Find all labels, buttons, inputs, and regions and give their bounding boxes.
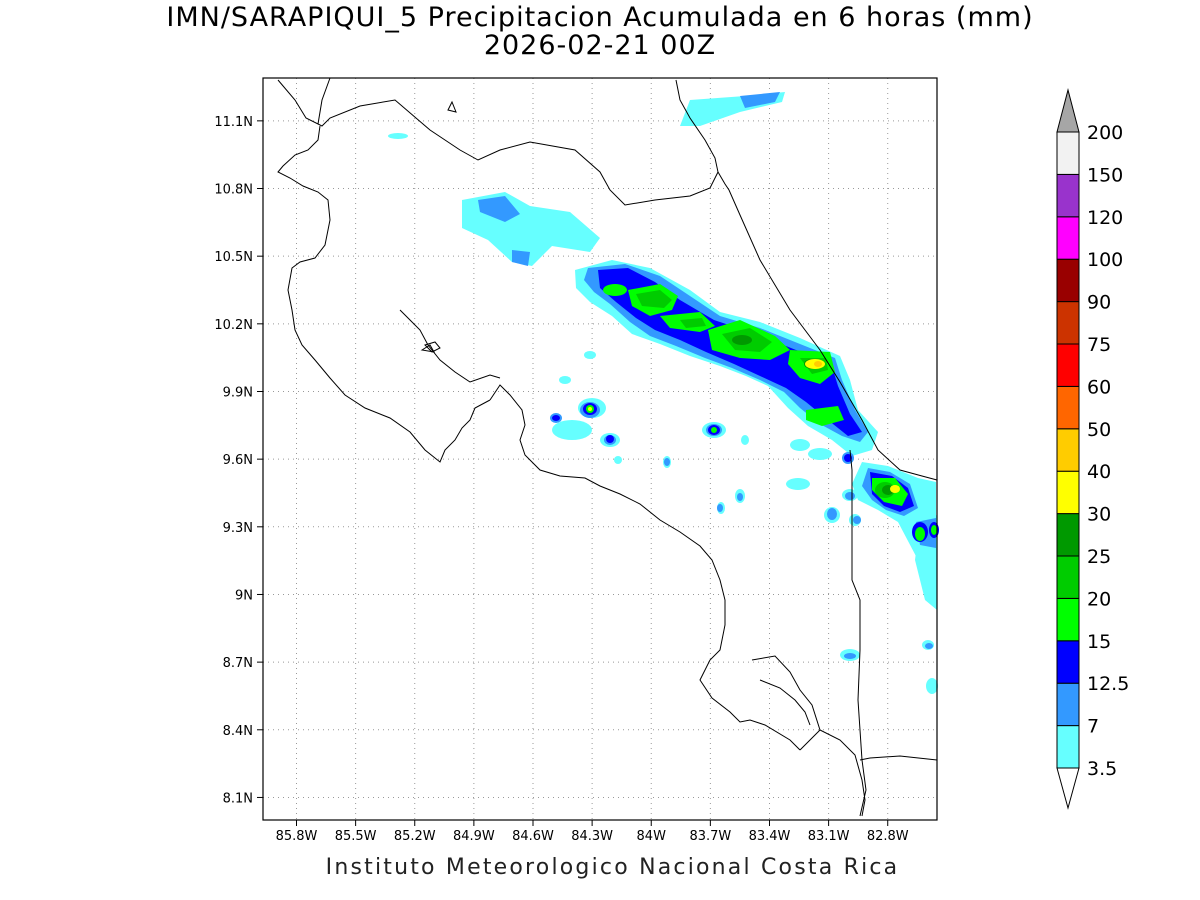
x-tick-label: 84W: [637, 829, 667, 844]
x-tick-label: 84.6W: [512, 829, 554, 844]
x-tick-label: 83.4W: [749, 829, 791, 844]
colorbar-label: 200: [1087, 122, 1123, 144]
colorbar-box: [1056, 470, 1080, 515]
colorbar-box: [1056, 343, 1080, 387]
y-tick-label: 10.2N: [214, 318, 253, 333]
colorbar-lower-triangle: [1056, 767, 1080, 810]
colorbar-label: 100: [1087, 249, 1123, 271]
precipitation-field: [388, 92, 939, 694]
colorbar-label: 20: [1087, 588, 1111, 610]
colorbar-box: [1056, 301, 1080, 345]
colorbar-box: [1056, 640, 1080, 684]
map-panel: 85.8W 85.5W 85.2W 84.9W 84.6W 84.3W 84W 83.7W 83…: [214, 77, 939, 844]
colorbar-label: 75: [1087, 334, 1111, 356]
colorbar-box: [1056, 385, 1080, 430]
colorbar-label: 150: [1087, 164, 1123, 186]
y-tick-label: 9.3N: [223, 521, 253, 536]
colorbar-box: [1056, 131, 1080, 175]
colorbar-label: 120: [1087, 207, 1123, 229]
x-tick-label: 83.1W: [808, 829, 850, 844]
colorbar-box: [1056, 513, 1080, 557]
colorbar-label: 30: [1087, 504, 1111, 526]
coastline-and-borders: [277, 77, 938, 817]
colorbar-label: 7: [1087, 716, 1099, 738]
colorbar-box: [1056, 597, 1080, 642]
footer-institution: Instituto Meteorologico Nacional Costa R…: [325, 855, 900, 880]
colorbar-label: 90: [1087, 292, 1111, 314]
colorbar-box: [1056, 258, 1080, 303]
x-tick-label: 82.8W: [867, 829, 909, 844]
colorbar-label: 3.5: [1087, 758, 1117, 780]
x-tick-label: 84.9W: [453, 829, 495, 844]
x-tick-label: 84.3W: [571, 829, 613, 844]
chart-title: IMN/SARAPIQUI_5 Precipitacion Acumulada …: [166, 2, 1034, 33]
y-tick-label: 8.1N: [223, 791, 253, 806]
colorbar-label: 12.5: [1087, 673, 1129, 695]
graticule-grid: [263, 78, 937, 820]
x-tick-label: 85.5W: [335, 829, 377, 844]
y-tick-label: 9.6N: [223, 453, 253, 468]
y-tick-label: 10.5N: [214, 250, 253, 265]
colorbar-box: [1056, 173, 1080, 218]
longitude-axis: 85.8W 85.5W 85.2W 84.9W 84.6W 84.3W 84W 83.7W 83…: [276, 820, 909, 844]
colorbar-label: 15: [1087, 631, 1111, 653]
colorbar-legend: 3.5 7 12.5 15 20 25 30 40 50 60 75 90 100 120 150 200: [1056, 88, 1129, 810]
y-tick-label: 11.1N: [214, 115, 253, 130]
x-tick-label: 85.8W: [276, 829, 318, 844]
y-tick-label: 8.4N: [223, 724, 253, 739]
colorbar-label: 50: [1087, 419, 1111, 441]
map-frame: [262, 77, 938, 821]
colorbar-label: 60: [1087, 376, 1111, 398]
x-tick-label: 83.7W: [689, 829, 731, 844]
colorbar-box: [1056, 216, 1080, 260]
y-tick-label: 10.8N: [214, 183, 253, 198]
latitude-axis: 11.1N 10.8N 10.5N 10.2N 9.9N 9.6N 9.3N 9N 8.7N 8.…: [214, 115, 263, 806]
colorbar-box: [1056, 725, 1080, 769]
y-tick-label: 8.7N: [223, 656, 253, 671]
colorbar-label: 40: [1087, 461, 1111, 483]
precip-40mm-areas: [814, 361, 822, 367]
chart-subtitle-date: 2026-02-21 00Z: [483, 30, 717, 61]
x-tick-label: 85.2W: [394, 829, 436, 844]
colorbar-upper-triangle: [1056, 88, 1080, 133]
colorbar-box: [1056, 428, 1080, 472]
colorbar-box: [1056, 682, 1080, 727]
y-tick-label: 9.9N: [223, 385, 253, 400]
map-background: [263, 78, 937, 820]
colorbar-label: 25: [1087, 546, 1111, 568]
colorbar-box: [1056, 555, 1080, 599]
y-tick-label: 9N: [235, 588, 253, 603]
